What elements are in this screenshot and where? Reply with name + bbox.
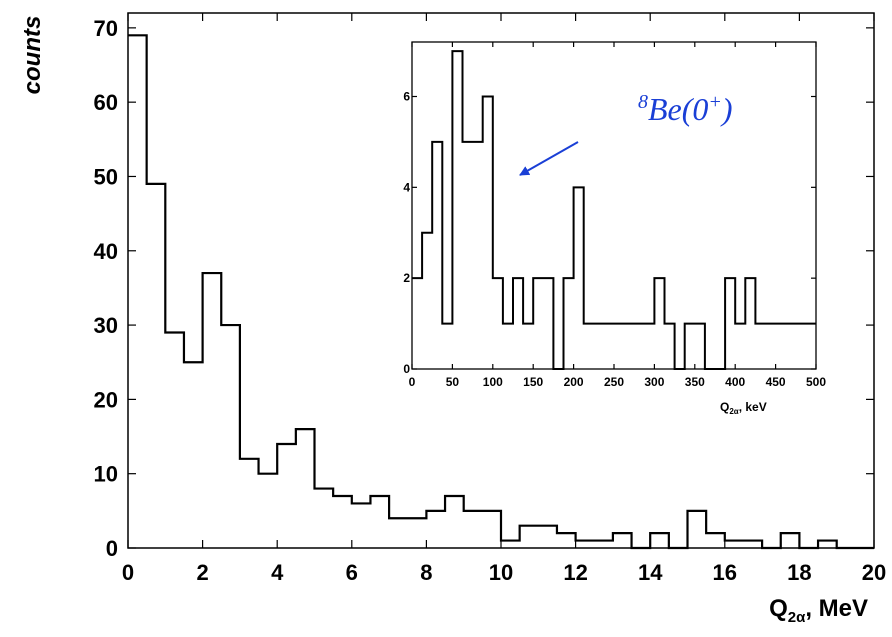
main-y-tick-label: 20: [94, 387, 118, 412]
be8-annotation-arrow: [519, 141, 579, 176]
main-x-tick-label: 6: [346, 560, 358, 585]
main-y-tick-label: 10: [94, 462, 118, 487]
main-y-tick-label: 50: [94, 164, 118, 189]
main-x-tick-label: 8: [420, 560, 432, 585]
inset-x-tick-label: 400: [725, 375, 745, 389]
inset-y-tick-label: 4: [403, 180, 410, 194]
main-y-tick-label: 70: [94, 16, 118, 41]
inset-x-axis-label: Q2α, keV: [720, 400, 767, 416]
inset-x-tick-label: 150: [523, 375, 543, 389]
inset-plot-frame: [411, 41, 817, 370]
main-y-tick-label: 40: [94, 239, 118, 264]
inset-x-axis-label-unit: , keV: [739, 400, 767, 414]
inset-x-tick-label: 300: [644, 375, 664, 389]
main-x-tick-label: 10: [489, 560, 513, 585]
inset-x-tick-label: 0: [409, 375, 416, 389]
main-x-tick-label: 2: [196, 560, 208, 585]
main-y-tick-label: 60: [94, 90, 118, 115]
main-x-tick-label: 18: [787, 560, 811, 585]
main-y-tick-label: 30: [94, 313, 118, 338]
inset-x-tick-label: 350: [685, 375, 705, 389]
be8-annotation-label: 8Be(0+): [638, 91, 733, 127]
main-x-axis-label-symbol: Q: [769, 595, 788, 622]
main-y-tick-label: 0: [106, 536, 118, 561]
main-x-tick-label: 14: [638, 560, 663, 585]
inset-histogram-plot: 0 50 100 150 200 250 300 350 400 450 500 0 2 4 6: [403, 41, 826, 390]
inset-x-tick-label: 450: [766, 375, 786, 389]
main-x-axis-label-unit: , MeV: [805, 595, 868, 622]
be8-annotation-close: ): [720, 91, 733, 127]
inset-x-tick-label: 100: [483, 375, 503, 389]
inset-x-axis-label-subscript: 2α: [729, 407, 738, 416]
inset-y-tick-label: 6: [403, 90, 410, 104]
main-x-tick-label: 4: [271, 560, 284, 585]
be8-annotation-charge: +: [708, 91, 722, 113]
main-x-axis-label: Q2α, MeV: [769, 595, 868, 626]
be8-annotation-text: Be(0: [648, 91, 708, 127]
main-y-axis-label: counts: [19, 16, 46, 95]
main-x-tick-label: 20: [862, 560, 886, 585]
inset-y-tick-label: 2: [403, 271, 410, 285]
inset-x-tick-label: 500: [806, 375, 826, 389]
main-x-tick-label: 0: [122, 560, 134, 585]
inset-y-tick-label: 0: [403, 362, 410, 376]
inset-x-tick-label: 200: [564, 375, 584, 389]
inset-axis-ticks: [411, 42, 817, 370]
inset-histogram-line: [412, 50, 816, 370]
inset-x-tick-label: 50: [446, 375, 460, 389]
main-histogram-line: [128, 34, 874, 550]
inset-tick-labels: 0 50 100 150 200 250 300 350 400 450 500 0 2 4 6: [403, 90, 826, 390]
main-x-tick-label: 12: [563, 560, 587, 585]
main-x-tick-label: 16: [713, 560, 737, 585]
inset-x-tick-label: 250: [604, 375, 624, 389]
inset-x-axis-label-symbol: Q: [720, 400, 729, 414]
main-x-axis-label-subscript: 2α: [788, 609, 806, 626]
be8-annotation-mass-number: 8: [638, 91, 648, 113]
